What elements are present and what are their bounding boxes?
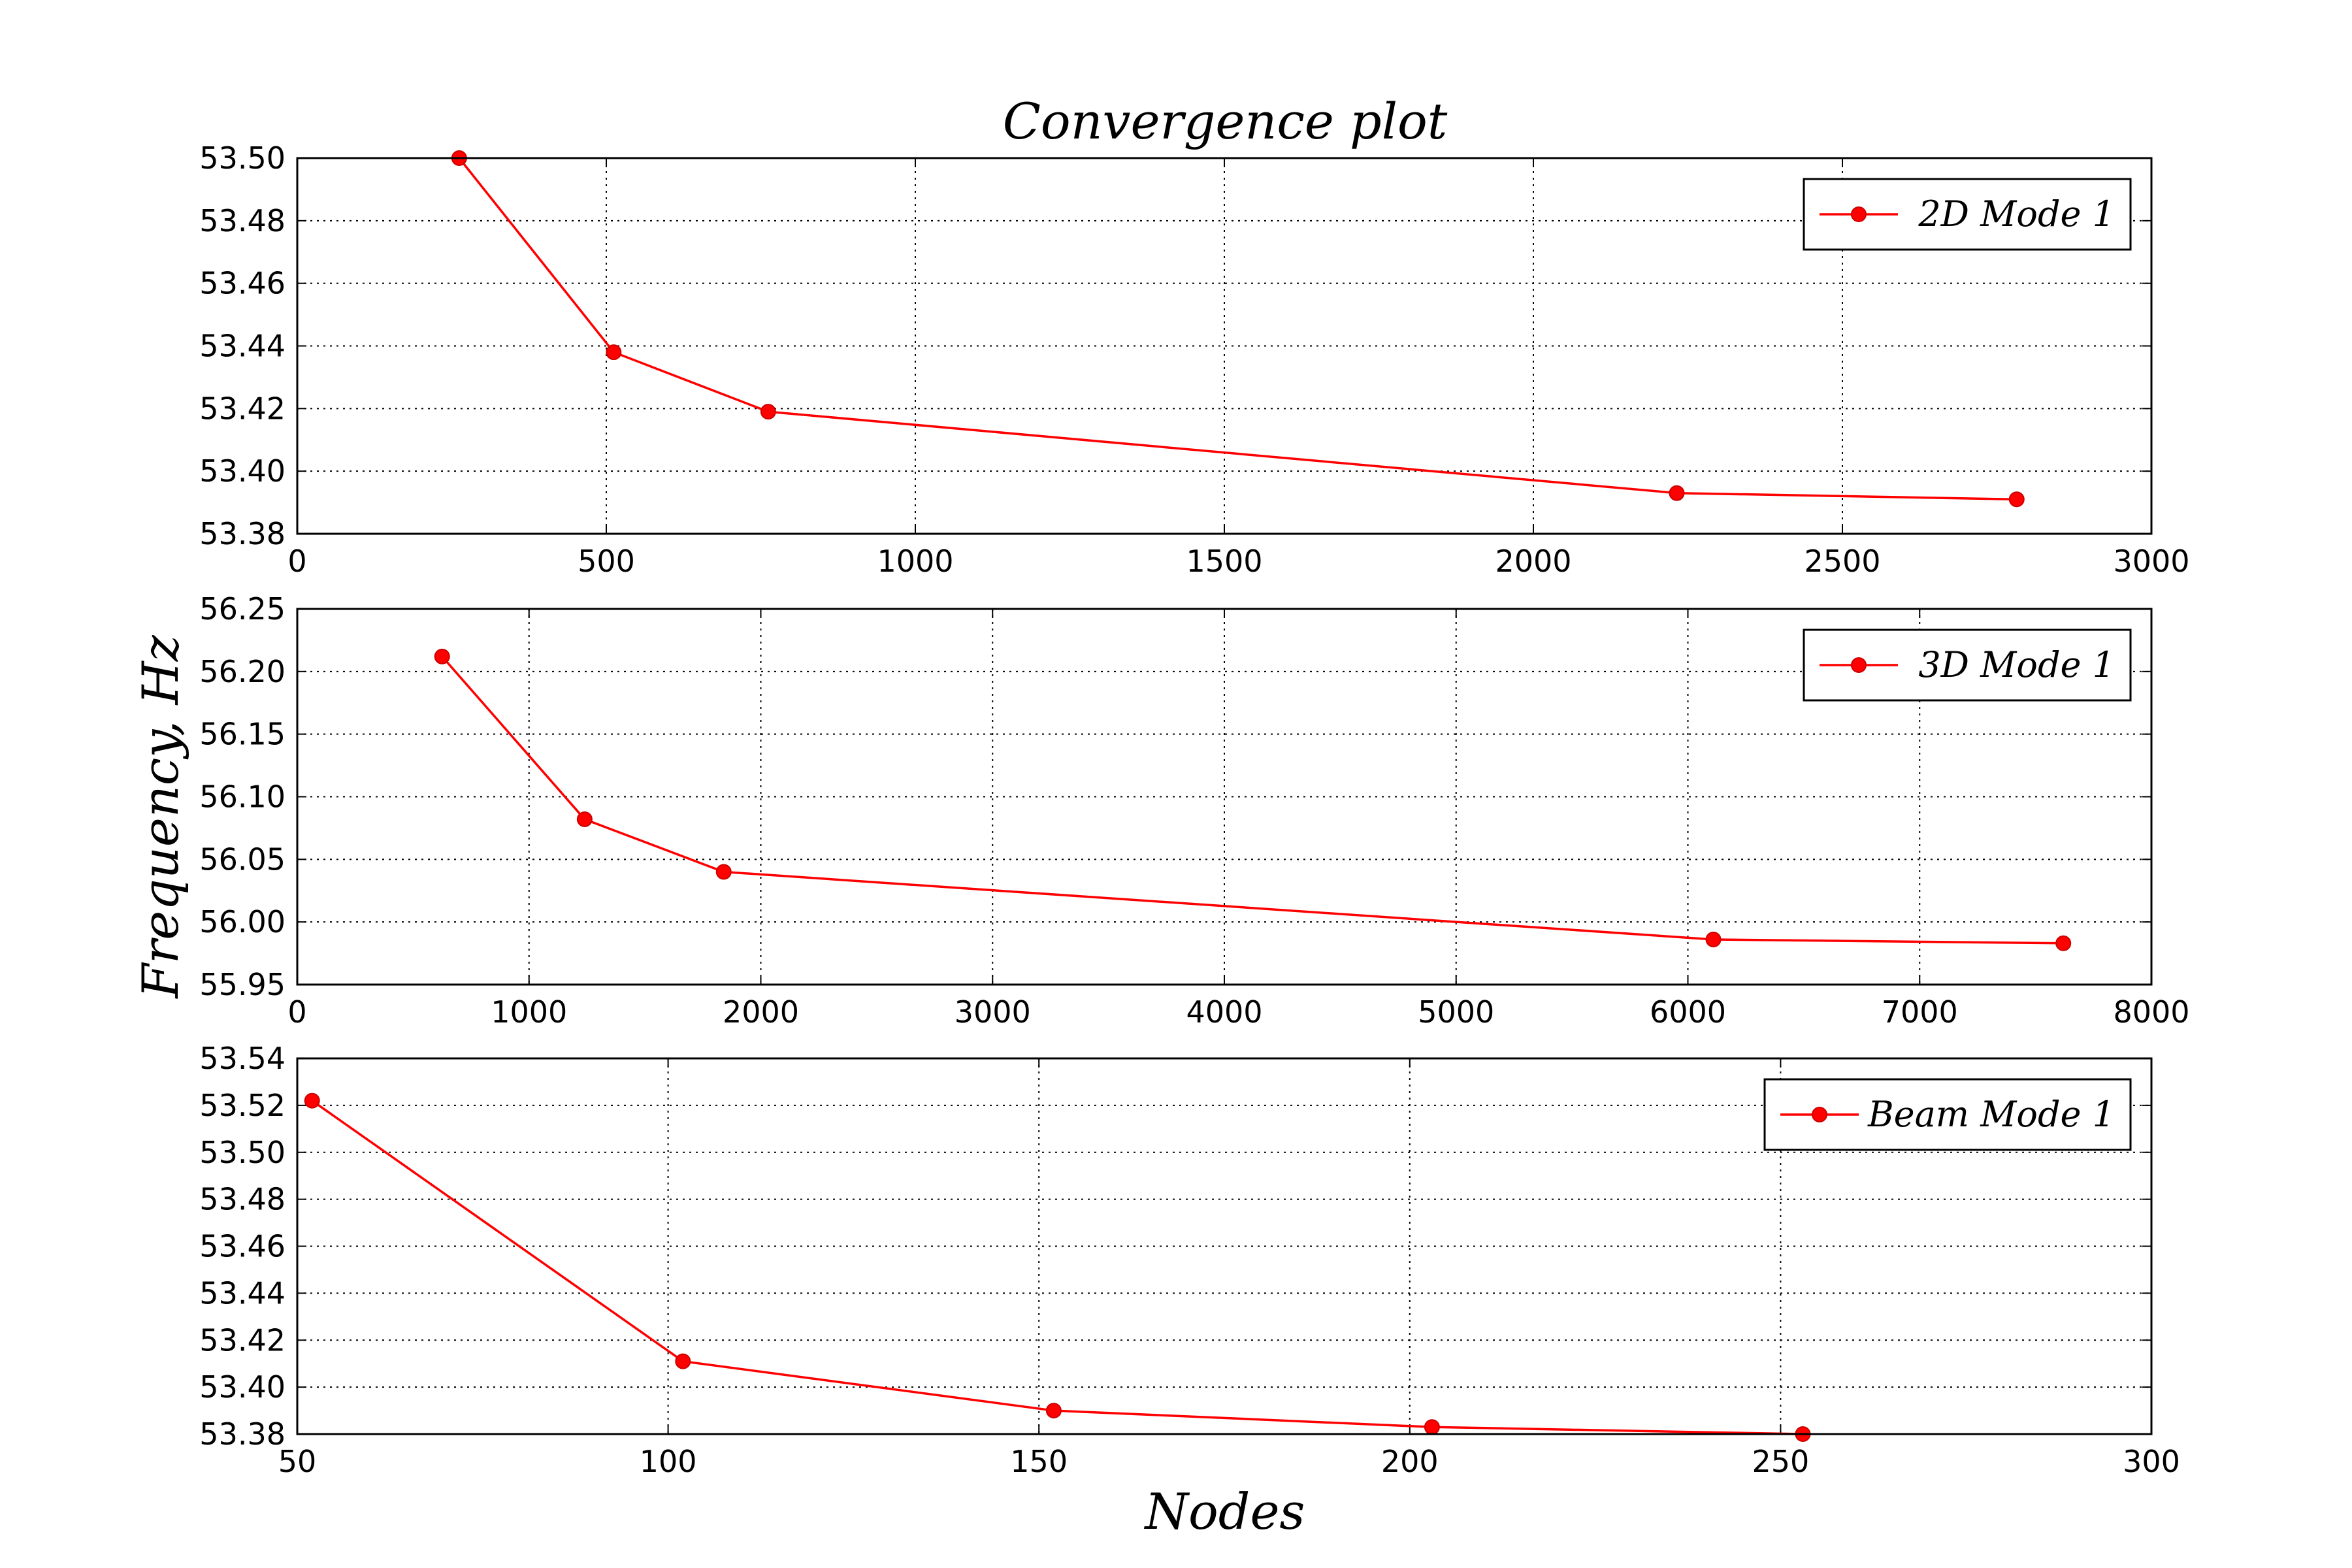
- y-tick-label: 53.38: [199, 1416, 286, 1452]
- data-point: [760, 404, 776, 420]
- x-tick-label: 5000: [1418, 994, 1494, 1030]
- y-tick-label: 56.10: [199, 779, 286, 815]
- y-tick-label: 56.00: [199, 904, 286, 939]
- y-tick-label: 53.40: [199, 1369, 286, 1405]
- y-tick-label: 55.95: [199, 967, 286, 1002]
- subplot-3: 50 100 150 200 250 300 53.38 53.40 53.42 53.44 53.…: [199, 1041, 2180, 1479]
- data-point: [1705, 932, 1722, 947]
- legend: 2D Mode 1: [1803, 178, 2132, 251]
- subplots: 0 500 1000 1500 2000 2500 300053.3853.4053.425…: [199, 140, 2189, 1479]
- y-tick-label: 53.50: [199, 140, 286, 176]
- x-axis-label: Nodes: [1144, 1482, 1305, 1541]
- y-tick-label: 53.44: [199, 329, 286, 364]
- axes-frame: [296, 157, 2153, 535]
- axes-frame: [296, 1057, 2153, 1435]
- y-tick-label: 53.48: [199, 203, 286, 238]
- x-tick-label: 8000: [2113, 994, 2189, 1030]
- subplot-1: 0 500 1000 1500 2000 2500 3000 53.38 53.40 53.42 5…: [199, 140, 2189, 579]
- x-tick-label: 3000: [2113, 544, 2189, 579]
- y-tick-label: 53.48: [199, 1182, 286, 1217]
- x-tick-label: 7000: [1882, 994, 1958, 1030]
- data-point: [2055, 935, 2072, 951]
- data-point: [606, 344, 622, 361]
- data-point: [2008, 491, 2025, 508]
- legend-label: 2D Mode 1: [1918, 193, 2115, 235]
- y-tick-label: 53.52: [199, 1088, 286, 1123]
- y-tick-label: 53.54: [199, 1041, 286, 1076]
- chart-title: Convergence plot: [1003, 92, 1448, 150]
- x-tick-label: 150: [1010, 1444, 1068, 1479]
- data-point: [675, 1353, 691, 1369]
- axes-frame: [296, 608, 2153, 986]
- x-tick-label: 250: [1752, 1444, 1809, 1479]
- data-point: [1424, 1419, 1440, 1435]
- y-tick-label: 56.05: [199, 841, 286, 877]
- x-tick-label: 500: [578, 544, 635, 579]
- legend-label: Beam Mode 1: [1867, 1094, 2115, 1135]
- legend-marker: [1851, 206, 1867, 222]
- x-tick-label: 1000: [877, 544, 953, 579]
- y-tick-label: 53.42: [199, 1322, 286, 1358]
- legend-marker: [1851, 657, 1867, 673]
- x-tick-label: 0: [287, 544, 306, 579]
- y-axis-label: Frequency, Hz: [131, 634, 189, 1000]
- x-tick-label: 3000: [955, 994, 1031, 1030]
- y-tick-label: 53.50: [199, 1135, 286, 1170]
- y-tick-label: 56.15: [199, 717, 286, 752]
- y-tick-label: 53.40: [199, 453, 286, 489]
- x-tick-label: 4000: [1186, 994, 1262, 1030]
- y-tick-label: 53.46: [199, 266, 286, 301]
- data-point: [1045, 1403, 1062, 1419]
- x-tick-label: 100: [640, 1444, 697, 1479]
- data-point: [1669, 485, 1685, 501]
- data-point: [576, 811, 593, 827]
- x-tick-label: 0: [287, 994, 306, 1030]
- x-tick-label: 50: [278, 1444, 317, 1479]
- x-tick-label: 2000: [1495, 544, 1571, 579]
- legend-label: 3D Mode 1: [1918, 644, 2115, 685]
- x-tick-label: 200: [1381, 1444, 1439, 1479]
- y-tick-label: 53.42: [199, 391, 286, 426]
- x-tick-label: 2500: [1804, 544, 1880, 579]
- legend-marker: [1812, 1107, 1827, 1122]
- legend: Beam Mode 1: [1763, 1078, 2132, 1151]
- y-tick-label: 53.46: [199, 1229, 286, 1264]
- y-tick-label: 56.20: [199, 654, 286, 689]
- x-tick-label: 300: [2123, 1444, 2180, 1479]
- data-point: [434, 648, 450, 664]
- legend: 3D Mode 1: [1803, 629, 2132, 702]
- x-tick-label: 2000: [723, 994, 799, 1030]
- x-tick-label: 1000: [491, 994, 567, 1030]
- subplot-2: 0 1000 2000 3000 4000 5000 6000 7000 8000 55.95 56…: [199, 591, 2189, 1030]
- x-tick-label: 6000: [1650, 994, 1726, 1030]
- x-tick-label: 1500: [1186, 544, 1262, 579]
- data-point: [715, 864, 732, 880]
- y-tick-label: 53.44: [199, 1275, 286, 1311]
- y-tick-label: 53.38: [199, 516, 286, 551]
- data-point: [304, 1092, 320, 1109]
- y-tick-label: 56.25: [199, 591, 286, 627]
